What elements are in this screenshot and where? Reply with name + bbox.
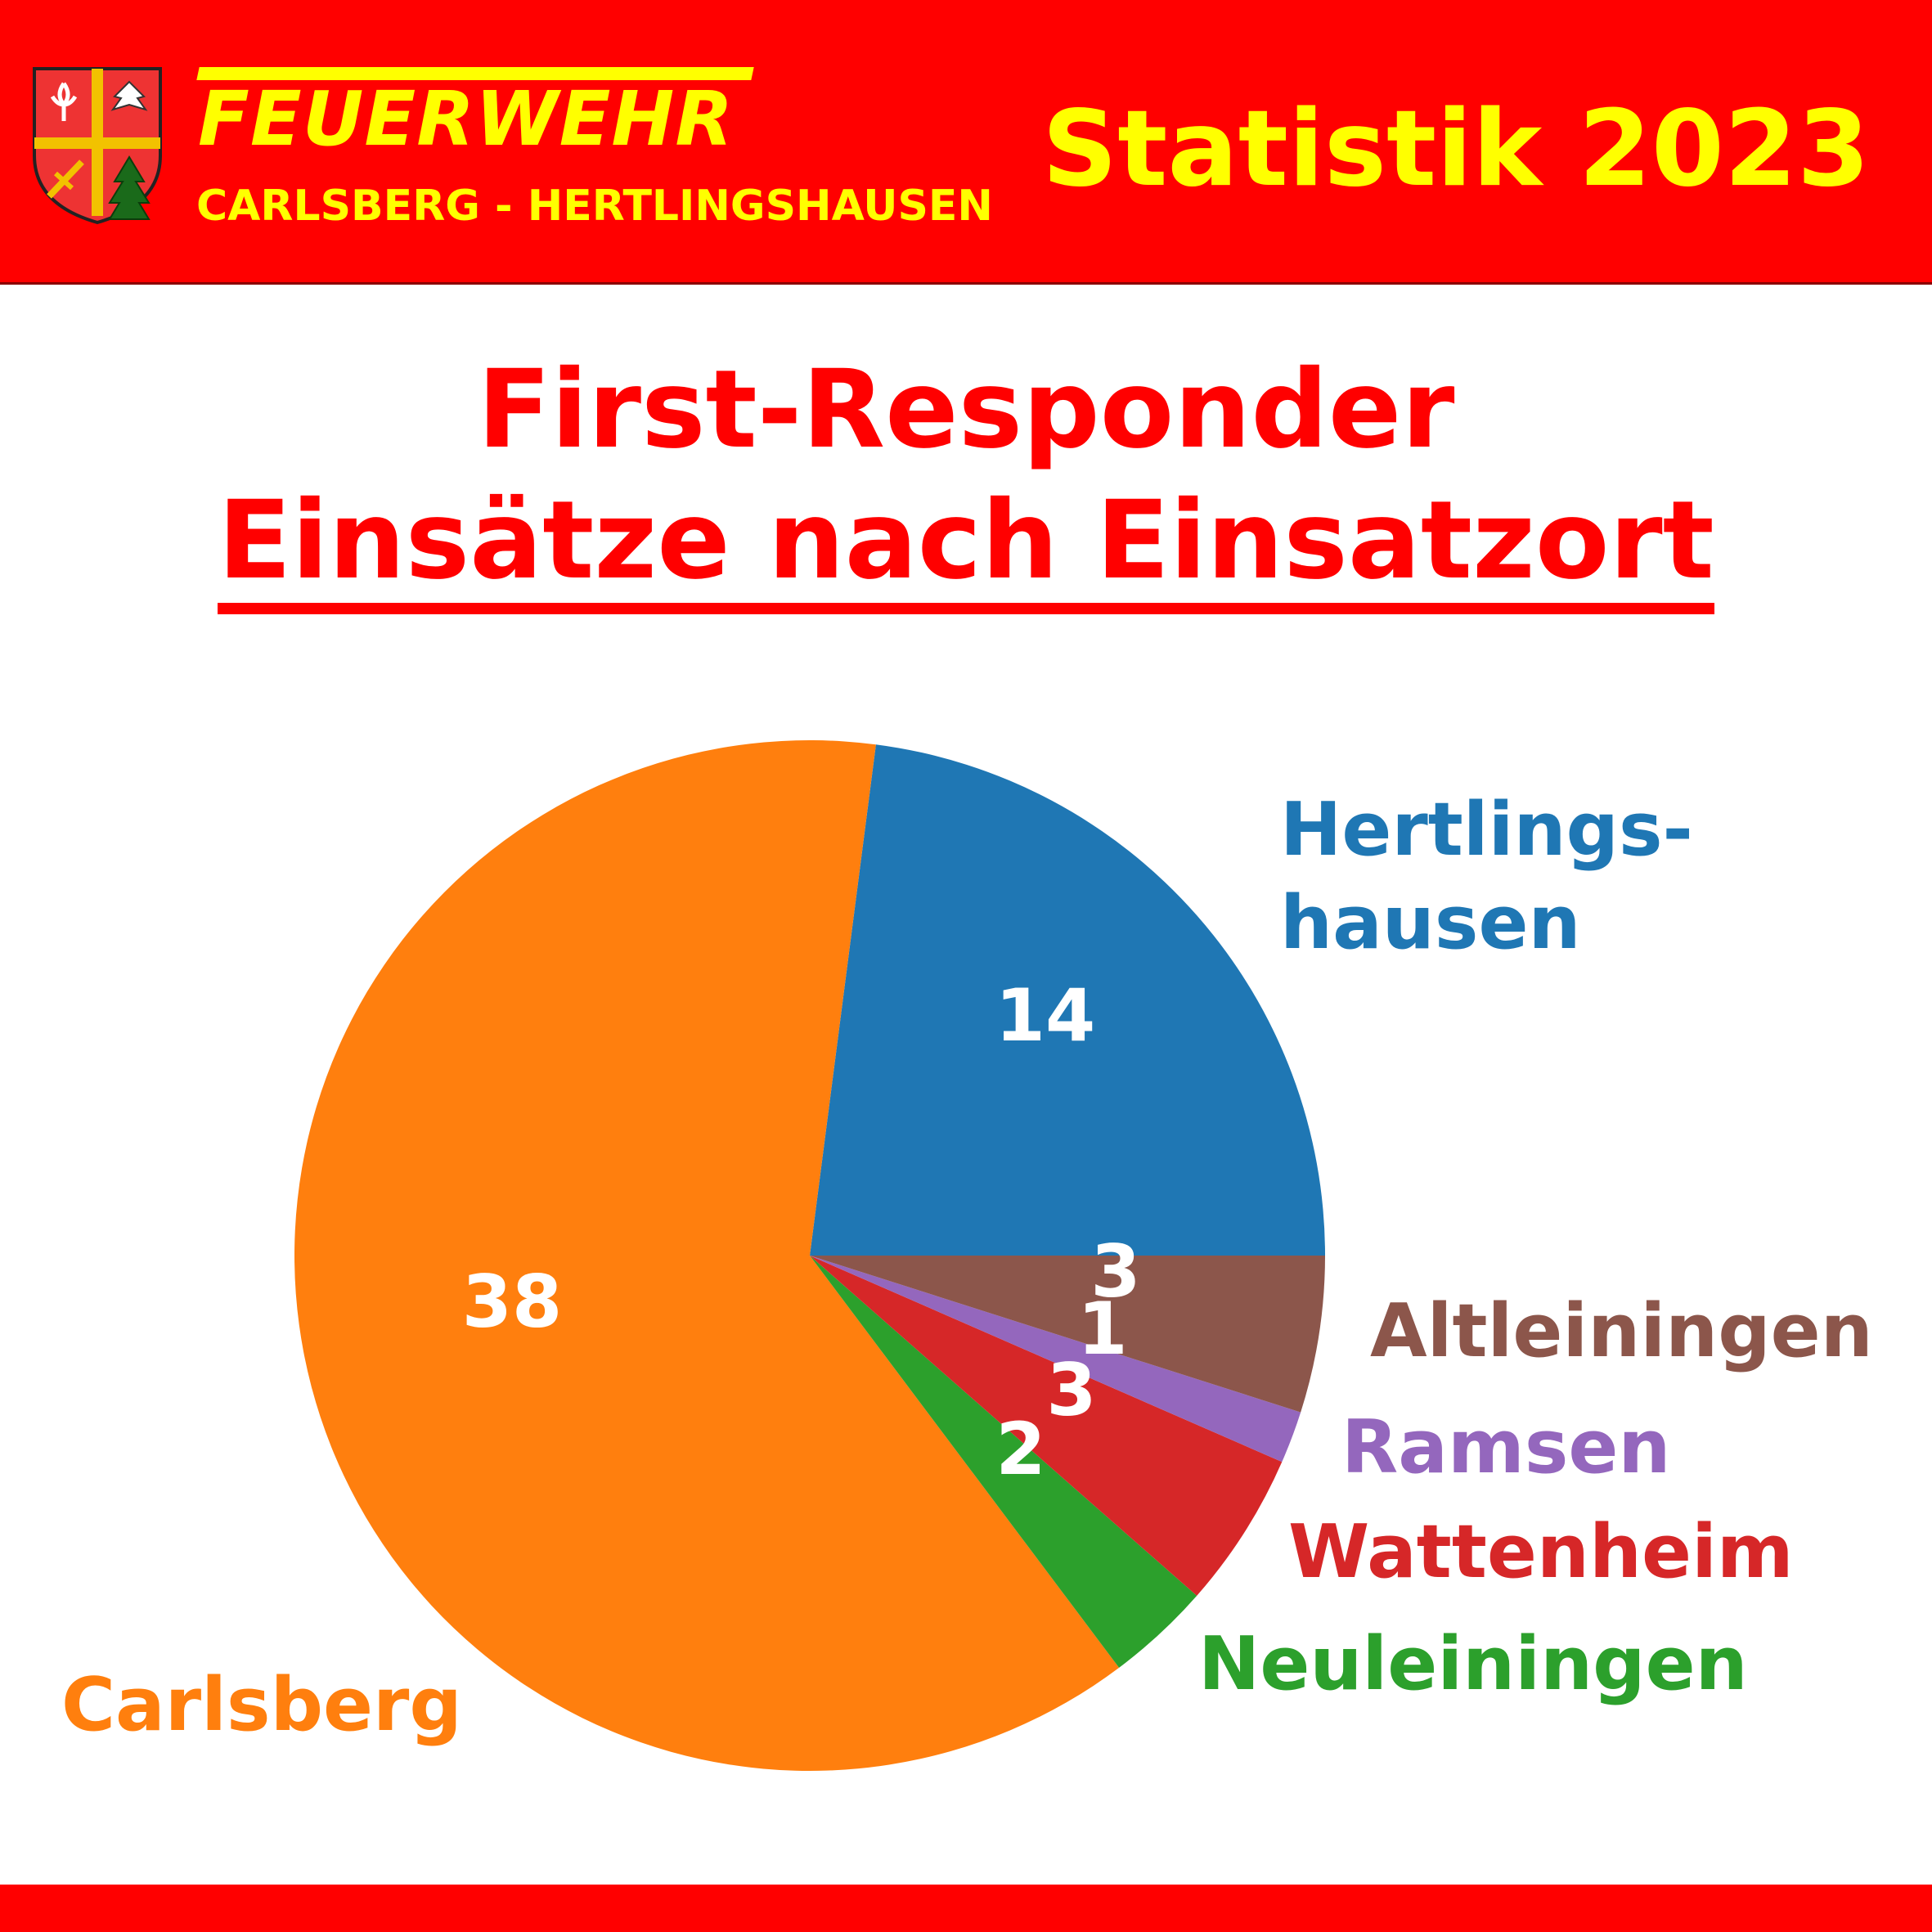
- brand-subtitle: CARLSBERG - HERTLINGSHAUSEN: [196, 182, 993, 231]
- header-banner: [0, 0, 1932, 285]
- value-label-hertlingshausen: 14: [995, 973, 1095, 1058]
- category-label-altleiningen: Altleiningen: [1370, 1288, 1873, 1374]
- category-label-carlsberg: Carlsberg: [61, 1662, 462, 1748]
- pie-slice-carlsberg: [294, 740, 1120, 1772]
- pie-slice-hertlingshausen: [810, 744, 1325, 1256]
- pie-slice-altleiningen: [810, 1256, 1325, 1413]
- value-label-ramsen: 1: [1077, 1287, 1127, 1371]
- value-label-altleiningen: 3: [1090, 1229, 1140, 1314]
- value-label-neuleiningen: 2: [995, 1407, 1045, 1491]
- pie-slice-neuleiningen: [810, 1256, 1197, 1668]
- category-label-wattenheim: Wattenheim: [1288, 1509, 1794, 1595]
- category-label-neuleiningen: Neuleiningen: [1198, 1621, 1748, 1707]
- pie-slice-wattenheim: [810, 1256, 1283, 1596]
- value-label-carlsberg: 38: [462, 1260, 562, 1344]
- category-label-ramsen: Ramsen: [1341, 1404, 1671, 1490]
- statistic-title: Statistik 2023: [1042, 88, 1870, 210]
- chart-subtitle-wrap: Einsätze nach Einsatzort: [0, 478, 1932, 614]
- value-label-wattenheim: 3: [1046, 1348, 1096, 1432]
- footer-banner: [0, 1885, 1932, 1932]
- chart-subtitle: Einsätze nach Einsatzort: [218, 484, 1714, 614]
- chart-title: First-Responder: [477, 347, 1455, 473]
- pie-slice-ramsen: [810, 1256, 1301, 1462]
- brand-title: FEUERWEHR: [198, 75, 735, 163]
- coat-of-arms-icon: [33, 67, 162, 225]
- category-label-hertlingshausen: Hertlings-hausen: [1280, 787, 1693, 966]
